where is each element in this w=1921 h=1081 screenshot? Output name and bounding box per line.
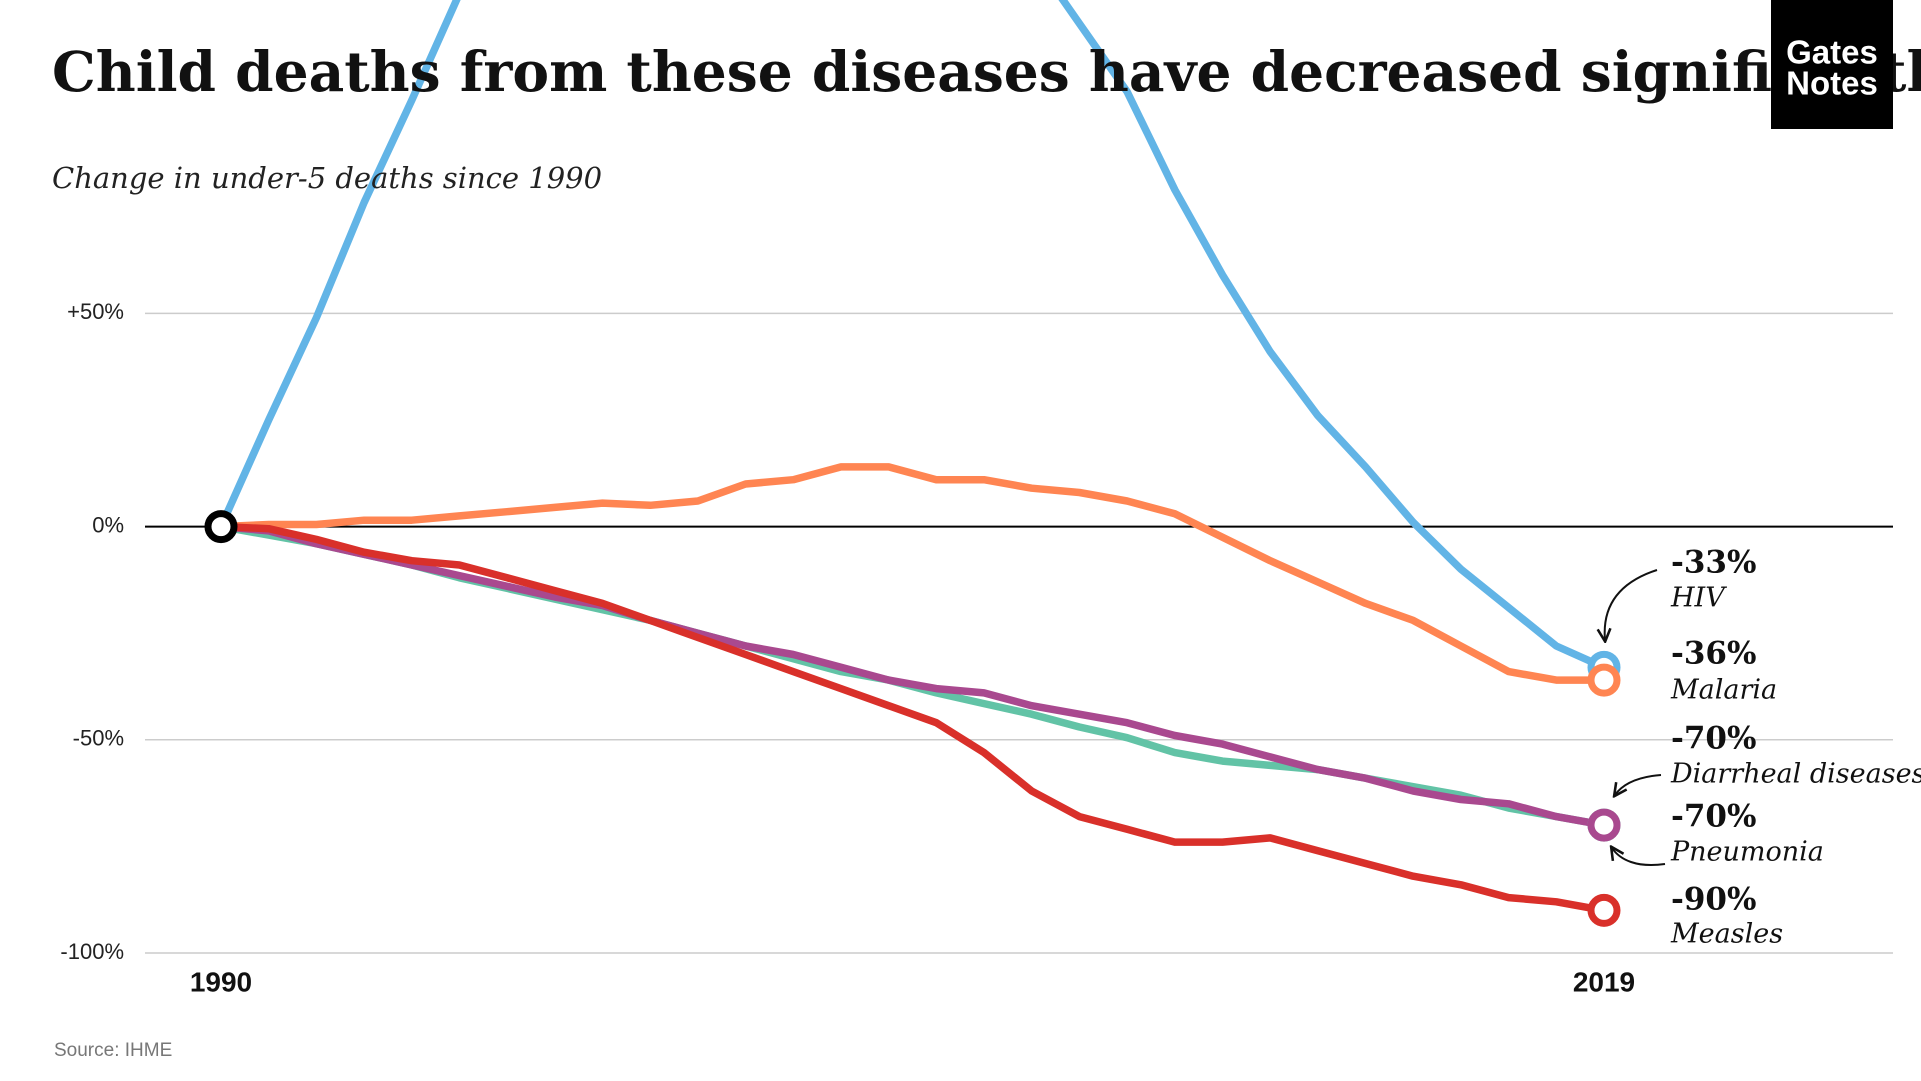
- series-line: [217, 522, 1608, 829]
- value-label: -36%: [1671, 636, 1756, 672]
- series-name: HIV: [1670, 583, 1727, 614]
- annotation-arrow: [1605, 569, 1658, 640]
- start-marker: [204, 510, 238, 544]
- annotation-arrow: [1612, 848, 1666, 866]
- value-label: -70%: [1671, 721, 1756, 757]
- y-tick-label: -50%: [73, 726, 124, 751]
- plot-area: +50% 0% -50% -100% 1990 2019: [60, 0, 1893, 997]
- x-tick-label: 2019: [1573, 966, 1635, 997]
- chart-title: Child deaths from these diseases have de…: [52, 39, 1921, 104]
- y-tick-label: 0%: [92, 512, 124, 537]
- end-marker: [1587, 808, 1621, 842]
- series-name: Diarrheal diseases: [1670, 759, 1921, 790]
- source: Source: IHME: [54, 1040, 172, 1061]
- end-marker: [1587, 663, 1621, 697]
- logo-text: Notes: [1786, 65, 1878, 102]
- x-tick-label: 1990: [190, 966, 252, 997]
- end-marker: [1587, 893, 1621, 927]
- logo-text: Gates: [1786, 34, 1878, 71]
- series-name: Malaria: [1670, 675, 1777, 706]
- series-line: [217, 463, 1608, 684]
- annotation-arrow: [1615, 774, 1662, 795]
- chart-subtitle: Change in under-5 deaths since 1990: [52, 161, 602, 195]
- series-line: [217, 522, 1608, 915]
- foreground: Child deaths from these diseases have de…: [52, 0, 1921, 1061]
- series-name: Measles: [1670, 919, 1783, 950]
- value-label: -70%: [1671, 799, 1756, 835]
- series-line: [217, 0, 1608, 672]
- y-tick-label: +50%: [67, 299, 124, 324]
- value-label: -33%: [1671, 545, 1756, 581]
- value-label: -90%: [1671, 882, 1756, 918]
- logo-box: [1771, 0, 1893, 129]
- series-name: Pneumonia: [1670, 837, 1824, 868]
- y-tick-label: -100%: [60, 939, 124, 964]
